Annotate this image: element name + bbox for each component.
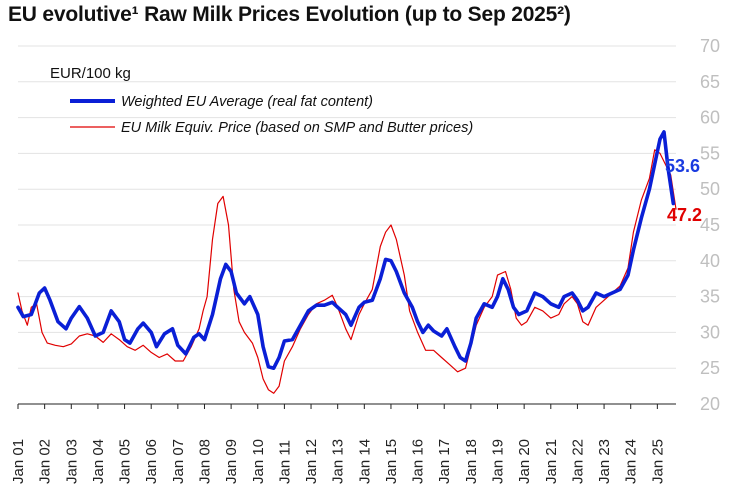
end-label-eu-milk-equiv-price: 47.2	[667, 205, 702, 225]
x-tick-label: Jan 12	[303, 439, 320, 484]
x-tick-label: Jan 10	[250, 439, 267, 484]
x-tick-label: Jan 25	[649, 439, 666, 484]
y-axis-unit-label: EUR/100 kg	[50, 65, 131, 82]
end-label-weighted-eu-average: 53.6	[665, 156, 700, 176]
x-tick-label: Jan 08	[196, 439, 213, 484]
x-tick-label: Jan 07	[170, 439, 187, 484]
x-tick-label: Jan 05	[117, 439, 134, 484]
x-tick-label: Jan 16	[410, 439, 427, 484]
y-axis-ticks: 20 25 30 35 40 45 50 55 60 65 70	[700, 36, 720, 414]
y-tick-label: 60	[700, 108, 720, 128]
x-axis-ticks: Jan 01 Jan 02 Jan 03 Jan 04 Jan 05 Jan 06 Jan …	[10, 404, 666, 484]
x-tick-label: Jan 21	[543, 439, 560, 484]
x-tick-label: Jan 17	[436, 439, 453, 484]
y-tick-label: 30	[700, 322, 720, 342]
x-tick-label: Jan 11	[276, 440, 293, 484]
legend-label-eu-milk-equiv-price: EU Milk Equiv. Price (based on SMP and B…	[121, 120, 473, 136]
x-tick-label: Jan 06	[143, 439, 160, 484]
y-tick-label: 35	[700, 287, 720, 307]
x-tick-label: Jan 01	[10, 439, 27, 484]
x-tick-label: Jan 03	[63, 439, 80, 484]
x-tick-label: Jan 02	[37, 439, 54, 484]
y-tick-label: 25	[700, 358, 720, 378]
x-tick-label: Jan 13	[330, 439, 347, 484]
series-lines	[16, 130, 677, 394]
x-tick-label: Jan 24	[623, 439, 640, 484]
y-tick-label: 20	[700, 394, 720, 414]
series-line-weighted-eu-average	[16, 130, 676, 370]
legend: Weighted EU Average (real fat content) E…	[70, 94, 473, 136]
x-tick-label: Jan 04	[90, 439, 107, 484]
y-tick-label: 50	[700, 179, 720, 199]
x-tick-label: Jan 23	[596, 439, 613, 484]
y-tick-label: 55	[700, 143, 720, 163]
chart-title: EU evolutive¹ Raw Milk Prices Evolution …	[8, 3, 571, 26]
x-tick-label: Jan 09	[223, 439, 240, 484]
x-tick-label: Jan 14	[356, 439, 373, 484]
legend-label-weighted-eu-average: Weighted EU Average (real fat content)	[121, 94, 373, 110]
x-tick-label: Jan 18	[463, 439, 480, 484]
x-tick-label: Jan 19	[490, 439, 507, 484]
y-tick-label: 45	[700, 215, 720, 235]
series-line-eu-milk-equiv-price	[17, 149, 677, 394]
x-tick-label: Jan 15	[383, 439, 400, 484]
x-tick-label: Jan 22	[569, 439, 586, 484]
y-tick-label: 40	[700, 251, 720, 271]
y-tick-label: 70	[700, 36, 720, 56]
x-tick-label: Jan 20	[516, 439, 533, 484]
y-tick-label: 65	[700, 72, 720, 92]
